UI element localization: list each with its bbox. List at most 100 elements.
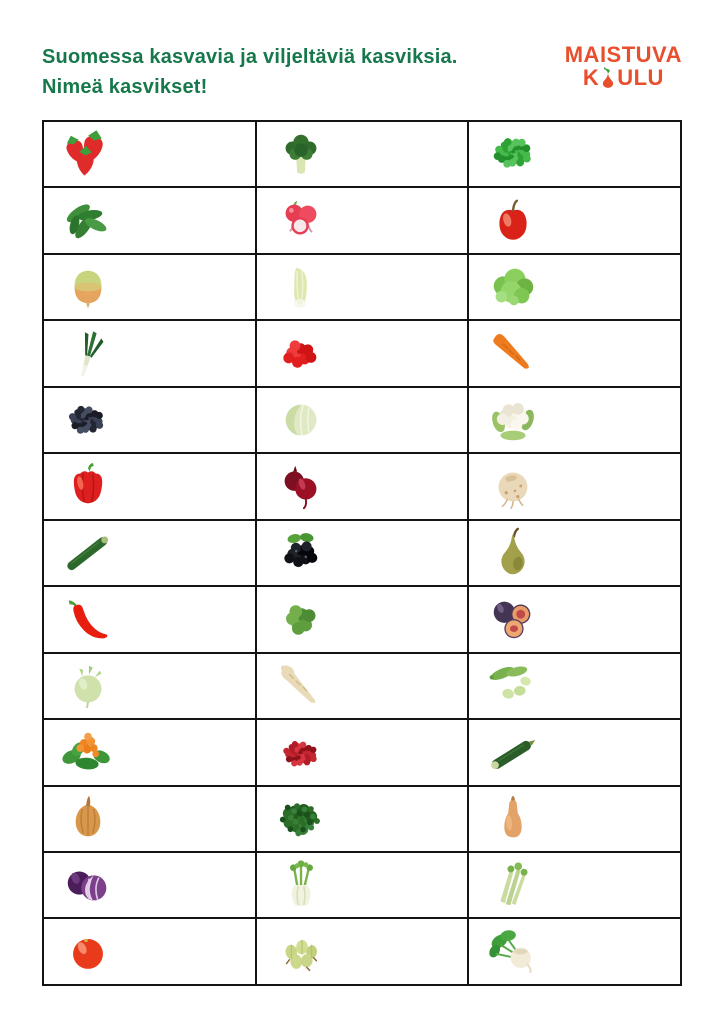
cell-brussels-sprouts (254, 585, 470, 654)
lingonberries-icon (269, 725, 468, 779)
table-row (42, 252, 682, 322)
gooseberries-icon (269, 925, 468, 979)
cell-napa-cabbage (254, 252, 470, 322)
cell-lingonberries (254, 718, 470, 787)
cell-cucumber (42, 518, 257, 588)
strawberries-icon (56, 127, 255, 181)
cucumber-icon (56, 526, 255, 580)
red-bell-pepper-icon (56, 459, 255, 513)
cell-chili-pepper (42, 585, 257, 654)
table-row (42, 784, 682, 853)
logo-k: K (582, 65, 600, 90)
chili-pepper-icon (56, 592, 255, 646)
pear-with-leaf-icon (600, 66, 616, 89)
swede-icon (56, 260, 255, 314)
table-row (42, 119, 682, 189)
cell-celeriac (467, 452, 682, 521)
table-row (42, 718, 682, 787)
cell-red-cabbage (42, 850, 257, 920)
logo-text-maistuva: MAISTUVA (564, 42, 682, 67)
broccoli-icon (269, 127, 468, 181)
cell-plums (467, 585, 682, 654)
celery-icon (481, 858, 680, 912)
table-row (42, 385, 682, 455)
onion-icon (56, 792, 255, 846)
maistuva-koulu-logo: MAISTUVA K ULU (565, 43, 686, 89)
red-cabbage-icon (56, 858, 255, 912)
table-row (42, 186, 682, 255)
cell-cabbage (254, 385, 470, 455)
title-line-2: Nimeä kasvikset! (42, 76, 208, 98)
table-row (42, 452, 682, 521)
cell-sugar-snap-peas (42, 186, 257, 255)
apple-icon (481, 194, 680, 248)
cell-butternut-squash (467, 784, 682, 853)
cell-turnip (467, 917, 682, 986)
celeriac-icon (481, 459, 680, 513)
beetroot-icon (269, 459, 468, 513)
cell-green-peas (467, 119, 682, 189)
blackcurrants-icon (269, 526, 468, 580)
cell-broad-beans (467, 651, 682, 721)
cell-parsnip (254, 651, 470, 721)
table-row (42, 518, 682, 588)
table-row (42, 850, 682, 920)
radishes-icon (269, 194, 468, 248)
cloudberry-icon (56, 725, 255, 779)
cabbage-icon (269, 393, 468, 447)
broad-beans-icon (481, 659, 680, 713)
fennel-icon (269, 858, 468, 912)
plums-icon (481, 592, 680, 646)
green-peas-icon (481, 127, 680, 181)
cell-kale (254, 784, 470, 853)
napa-cabbage-icon (269, 260, 468, 314)
cell-red-bell-pepper (42, 452, 257, 521)
cell-lettuce (467, 252, 682, 322)
lettuce-icon (481, 260, 680, 314)
cell-fennel (254, 850, 470, 920)
cell-gooseberries (254, 917, 470, 986)
cell-leek (42, 319, 257, 388)
cell-cauliflower (467, 385, 682, 455)
table-row (42, 917, 682, 986)
table-row (42, 585, 682, 654)
butternut-squash-icon (481, 792, 680, 846)
cell-pear (467, 518, 682, 588)
cell-blackcurrants (254, 518, 470, 588)
kohlrabi-icon (56, 659, 255, 713)
cell-carrot (467, 319, 682, 388)
logo-text-koulu: K ULU (565, 66, 682, 89)
turnip-icon (481, 925, 680, 979)
cell-blueberries (42, 385, 257, 455)
page-title: Suomessa kasvavia ja viljeltäviä kasviks… (42, 42, 458, 102)
raspberries-icon (269, 327, 468, 381)
cell-zucchini (467, 718, 682, 787)
cell-tomato (42, 917, 257, 986)
produce-table (42, 119, 682, 986)
cauliflower-icon (481, 393, 680, 447)
table-row (42, 651, 682, 721)
leek-icon (56, 327, 255, 381)
parsnip-icon (269, 659, 468, 713)
cell-broccoli (254, 119, 470, 189)
pear-icon (481, 526, 680, 580)
table-row (42, 319, 682, 388)
cell-raspberries (254, 319, 470, 388)
cell-strawberries (42, 119, 257, 189)
header: Suomessa kasvavia ja viljeltäviä kasviks… (42, 42, 686, 102)
cell-radishes (254, 186, 470, 255)
sugar-snap-peas-icon (56, 194, 255, 248)
blueberries-icon (56, 393, 255, 447)
title-line-1: Suomessa kasvavia ja viljeltäviä kasviks… (42, 46, 458, 68)
carrot-icon (481, 327, 680, 381)
brussels-sprouts-icon (269, 592, 468, 646)
zucchini-icon (481, 725, 680, 779)
kale-icon (269, 792, 468, 846)
cell-celery (467, 850, 682, 920)
cell-cloudberry (42, 718, 257, 787)
cell-apple (467, 186, 682, 255)
cell-swede (42, 252, 257, 322)
tomato-icon (56, 925, 255, 979)
logo-ulu: ULU (617, 65, 664, 90)
cell-beetroot (254, 452, 470, 521)
